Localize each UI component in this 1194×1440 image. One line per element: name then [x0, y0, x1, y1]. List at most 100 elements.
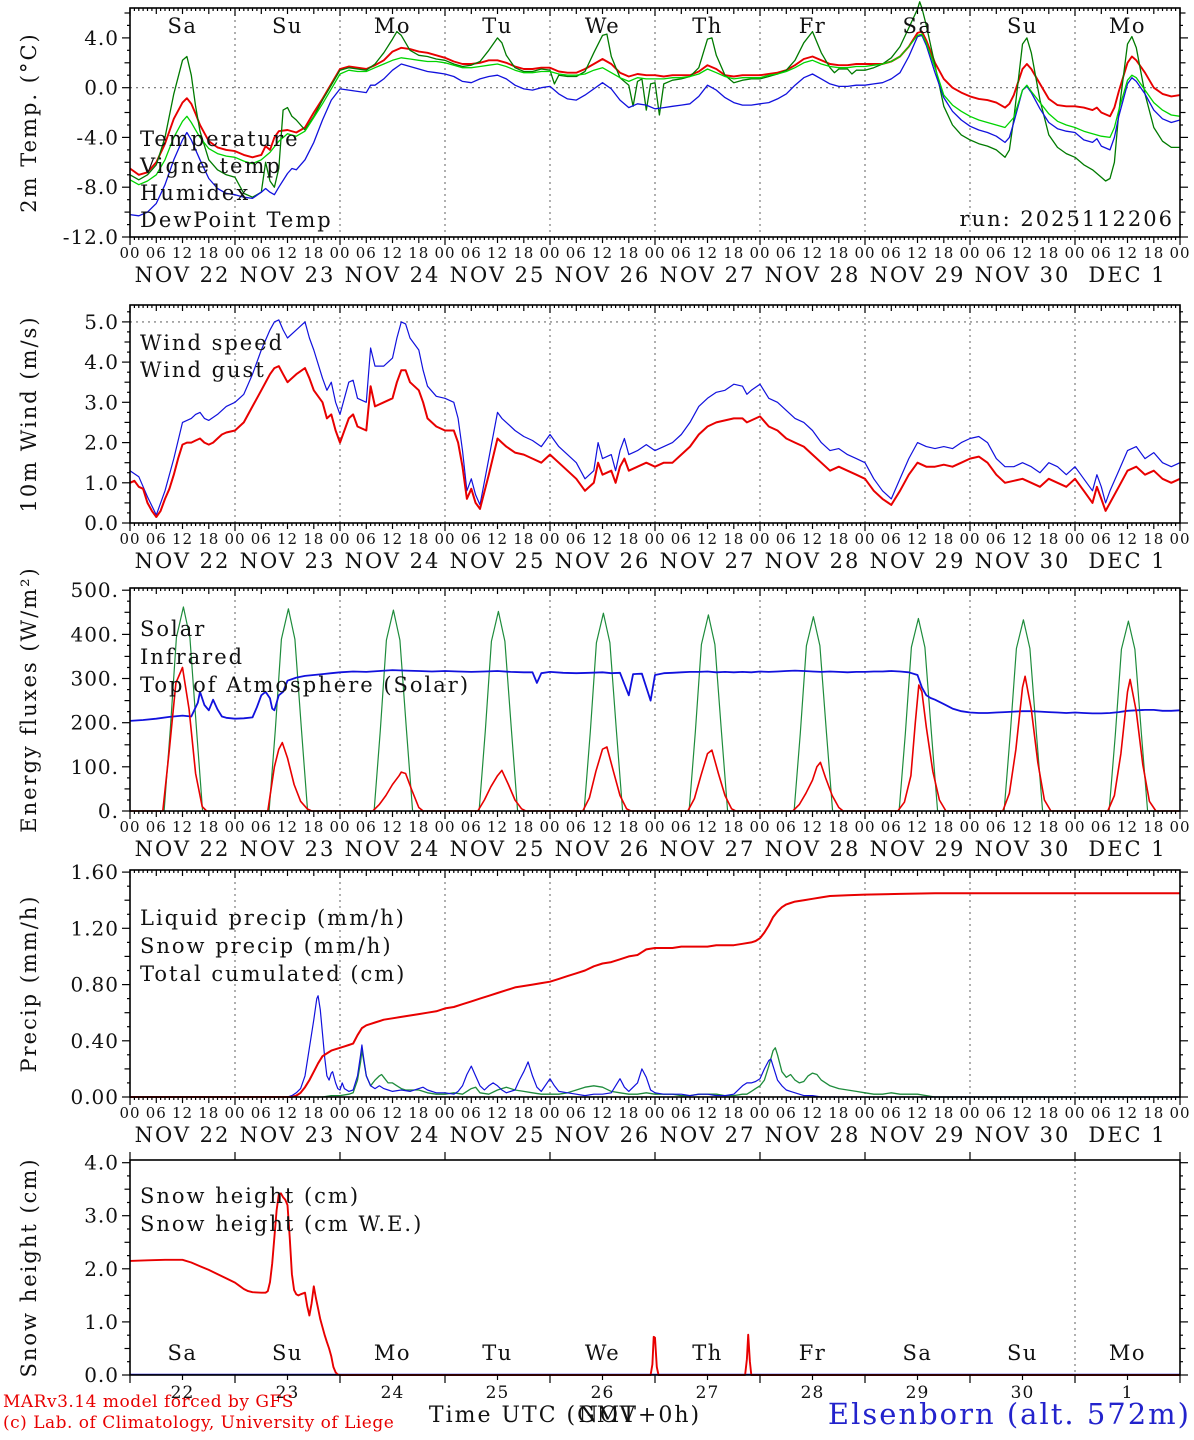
- hour-tick-label: 18: [513, 530, 534, 548]
- day-tick-label: NOV 23: [240, 263, 336, 287]
- hour-tick-label: 00: [1169, 818, 1190, 836]
- hour-tick-label: 06: [461, 244, 482, 262]
- hour-tick-label: 18: [1038, 530, 1059, 548]
- y-tick-label: 100.: [70, 755, 119, 779]
- day-tick-label: NOV 30: [975, 1123, 1071, 1147]
- day-tick-label: NOV 23: [240, 1123, 336, 1147]
- hour-tick-label: 12: [697, 244, 718, 262]
- hour-tick-label: 18: [303, 1104, 324, 1122]
- series-total-cumulated: [130, 892, 1180, 1098]
- series-dewpoint-temp: [129, 33, 1181, 186]
- day-tick-label: NOV 24: [345, 837, 441, 861]
- hour-tick-label: 06: [671, 530, 692, 548]
- y-tick-label: 4.0: [84, 1151, 119, 1175]
- hour-tick-label: 00: [1169, 244, 1190, 262]
- hour-tick-label: 12: [277, 244, 298, 262]
- y-tick-label: 0.0: [84, 76, 119, 100]
- hour-tick-label: 00: [224, 530, 245, 548]
- weekday-label: Mo: [1109, 14, 1146, 38]
- day-tick-label: NOV 30: [975, 837, 1071, 861]
- y-tick-label: -8.0: [76, 175, 119, 199]
- hour-tick-label: 18: [408, 1104, 429, 1122]
- day-tick-label: DEC 1: [1088, 549, 1166, 573]
- hour-tick-label: 00: [434, 530, 455, 548]
- y-tick-label: 1.0: [84, 471, 119, 495]
- hour-tick-label: 12: [1117, 1104, 1138, 1122]
- day-number-label: 22: [171, 1383, 195, 1403]
- hour-tick-label: 18: [1038, 244, 1059, 262]
- day-tick-label: NOV 28: [765, 1123, 861, 1147]
- hour-tick-label: 00: [749, 1104, 770, 1122]
- hour-tick-label: 00: [224, 1104, 245, 1122]
- weekday-label: Su: [1007, 14, 1038, 38]
- hour-tick-label: 12: [697, 530, 718, 548]
- hour-tick-label: 18: [408, 530, 429, 548]
- hour-tick-label: 18: [618, 530, 639, 548]
- hour-tick-label: 06: [461, 1104, 482, 1122]
- model-credit-line: MARv3.14 model forced by GFS: [3, 1392, 294, 1412]
- hour-tick-label: 18: [408, 818, 429, 836]
- y-tick-label: 400.: [70, 622, 119, 646]
- hour-tick-label: 18: [198, 818, 219, 836]
- hour-tick-label: 06: [776, 244, 797, 262]
- day-number-label: 1: [1122, 1383, 1134, 1403]
- day-tick-label: NOV 27: [660, 549, 756, 573]
- series-snow-height: [129, 1192, 1180, 1376]
- hour-tick-label: 12: [172, 244, 193, 262]
- series-vigne-temp: [129, 1, 1180, 198]
- day-tick-label: NOV 30: [975, 549, 1071, 573]
- legend-snow-height-cm-: Snow height (cm): [140, 1184, 360, 1208]
- hour-tick-label: 00: [329, 1104, 350, 1122]
- weekday-label: Mo: [374, 1341, 411, 1365]
- hour-tick-label: 06: [881, 244, 902, 262]
- panel-temperature: 00 06 12 18 00 06 12 18 00 06 12 18 00 06 12 18 00 06 12 18…: [17, 1, 1190, 287]
- day-tick-label: NOV 22: [135, 837, 231, 861]
- day-tick-label: NOV 27: [660, 263, 756, 287]
- weekday-label: Su: [1007, 1341, 1038, 1365]
- legend-snow-height-cm-w-e-: Snow height (cm W.E.): [140, 1212, 423, 1236]
- series-wind-gust: [129, 319, 1181, 516]
- hour-tick-label: 00: [539, 818, 560, 836]
- run-label: run: 2025112206: [959, 207, 1174, 231]
- hour-tick-label: 00: [644, 1104, 665, 1122]
- hour-tick-label: 00: [119, 1104, 140, 1122]
- hour-tick-label: 12: [592, 818, 613, 836]
- hour-tick-label: 00: [434, 1104, 455, 1122]
- weekday-label: We: [585, 14, 620, 38]
- y-tick-label: -4.0: [76, 125, 119, 149]
- day-tick-label: DEC 1: [1088, 1123, 1166, 1147]
- day-tick-label: NOV 28: [765, 263, 861, 287]
- hour-tick-label: 06: [356, 244, 377, 262]
- hour-tick-label: 12: [277, 530, 298, 548]
- hour-tick-label: 18: [723, 818, 744, 836]
- series-solar: [130, 666, 1180, 812]
- hour-tick-label: 18: [1143, 818, 1164, 836]
- series-snow-precip: [130, 995, 1180, 1098]
- series-wind-speed: [129, 365, 1181, 518]
- y-tick-label: 0.40: [70, 1029, 119, 1053]
- panel-wind: 00 06 12 18 00 06 12 18 00 06 12 18 00 06 12 18 00 06 12 18…: [17, 304, 1190, 573]
- day-tick-label: NOV 23: [240, 549, 336, 573]
- time-axis-label: Time UTC (GMT+0h): [428, 1403, 702, 1428]
- day-number-label: 26: [591, 1383, 615, 1403]
- hour-tick-label: 18: [1143, 530, 1164, 548]
- hour-tick-label: 00: [119, 818, 140, 836]
- hour-tick-label: 00: [644, 818, 665, 836]
- weekday-label: Su: [272, 1341, 303, 1365]
- day-number-label: 29: [906, 1383, 930, 1403]
- hour-tick-label: 06: [251, 1104, 272, 1122]
- day-tick-label: NOV 22: [135, 1123, 231, 1147]
- hour-tick-label: 06: [776, 1104, 797, 1122]
- day-tick-label: DEC 1: [1088, 263, 1166, 287]
- hour-tick-label: 12: [592, 244, 613, 262]
- day-number-label: 28: [801, 1383, 825, 1403]
- series-liquid-precip: [130, 1047, 1180, 1098]
- day-tick-label: NOV 26: [555, 263, 651, 287]
- day-tick-label: NOV 25: [450, 549, 546, 573]
- series-infrared: [129, 669, 1181, 722]
- hour-tick-label: 00: [1064, 1104, 1085, 1122]
- hour-tick-label: 12: [1117, 818, 1138, 836]
- hour-tick-label: 00: [539, 1104, 560, 1122]
- hour-tick-label: 18: [828, 530, 849, 548]
- hour-tick-label: 12: [1117, 244, 1138, 262]
